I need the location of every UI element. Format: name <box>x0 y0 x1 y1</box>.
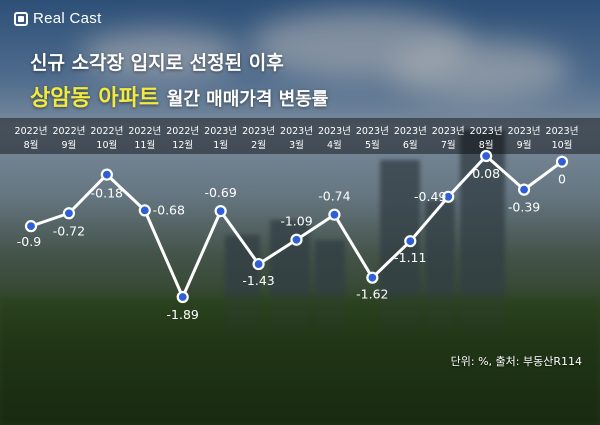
data-label: 0 <box>558 172 566 187</box>
data-label: -0.9 <box>17 234 41 249</box>
x-tick-label-month: 1월 <box>213 139 228 151</box>
x-tick-label-year: 2023년 <box>318 126 351 137</box>
title-rest: 월간 매매가격 변동률 <box>166 89 329 110</box>
trees-background <box>0 295 600 425</box>
data-point <box>24 220 38 233</box>
x-tick-label-year: 2023년 <box>242 126 275 137</box>
data-label: -0.69 <box>204 185 236 200</box>
chart-title: 상암동 아파트 월간 매매가격 변동률 <box>30 80 328 112</box>
x-tick-label-year: 2023년 <box>356 126 389 137</box>
data-label: 0.08 <box>472 166 500 181</box>
x-tick-label-month: 4월 <box>327 139 342 151</box>
data-label: -0.68 <box>153 202 185 217</box>
data-label: -1.62 <box>356 287 388 302</box>
x-tick-label-year: 2022년 <box>15 126 48 137</box>
data-label: -1.11 <box>394 250 426 265</box>
title-highlight: 상암동 아파트 <box>30 86 160 111</box>
source-footnote: 단위: %, 출처: 부동산R114 <box>450 355 582 368</box>
x-tick-label-month: 6월 <box>403 139 418 151</box>
data-label: -1.43 <box>242 273 274 288</box>
x-tick-label-month: 12월 <box>172 139 193 151</box>
cloud-decoration <box>390 40 570 100</box>
axis-band <box>0 118 600 154</box>
data-point <box>555 155 569 168</box>
data-point <box>404 235 417 248</box>
x-tick-label-month: 3월 <box>289 139 304 151</box>
data-point <box>480 149 493 163</box>
x-tick-label-year: 2023년 <box>204 126 237 137</box>
x-tick-label-year: 2023년 <box>546 126 579 137</box>
x-tick-label-year: 2023년 <box>432 126 465 137</box>
x-tick-label-year: 2023년 <box>470 126 503 137</box>
cloud-decoration <box>80 30 240 80</box>
x-tick-label-month: 11월 <box>134 139 155 151</box>
data-point <box>100 168 113 181</box>
x-tick-label-year: 2023년 <box>508 126 541 137</box>
x-tick-label-month: 10월 <box>96 139 117 151</box>
title-line1: 신규 소각장 입지로 선정된 이후 <box>30 52 284 74</box>
x-tick-label-month: 9월 <box>62 139 77 151</box>
data-point <box>290 233 303 246</box>
brand-logo: Real Cast <box>14 10 102 27</box>
x-tick-label-month: 2월 <box>251 139 266 151</box>
data-label: -0.39 <box>508 200 540 215</box>
x-tick-label-month: 7월 <box>441 139 456 151</box>
x-tick-label-month: 5월 <box>365 139 380 151</box>
data-point <box>138 204 151 217</box>
x-tick-label-year: 2022년 <box>90 126 123 137</box>
data-point <box>214 205 227 218</box>
logo-icon <box>14 11 28 26</box>
data-label: -0.49 <box>414 189 446 204</box>
x-tick-label-year: 2023년 <box>394 126 427 137</box>
x-tick-label-year: 2023년 <box>280 126 313 137</box>
data-point <box>442 190 455 203</box>
data-label: -1.89 <box>167 307 199 322</box>
logo-text: Real Cast <box>33 10 102 27</box>
data-label: -1.09 <box>280 214 312 229</box>
data-label: -0.72 <box>53 223 85 238</box>
x-tick-label-month: 8월 <box>479 139 494 151</box>
data-point <box>176 290 189 304</box>
x-tick-label-year: 2022년 <box>52 126 85 137</box>
data-label: -0.18 <box>91 186 123 201</box>
x-tick-label-month: 9월 <box>517 139 532 151</box>
data-point <box>366 271 379 284</box>
data-point <box>62 207 76 220</box>
x-tick-label-month: 10월 <box>552 139 573 151</box>
data-point <box>252 257 265 271</box>
data-point <box>328 208 341 221</box>
x-tick-label-month: 8월 <box>24 139 39 151</box>
data-point <box>517 183 531 196</box>
x-tick-label-year: 2022년 <box>166 126 199 137</box>
x-tick-label-year: 2022년 <box>128 126 161 137</box>
data-label: -0.74 <box>318 189 350 204</box>
